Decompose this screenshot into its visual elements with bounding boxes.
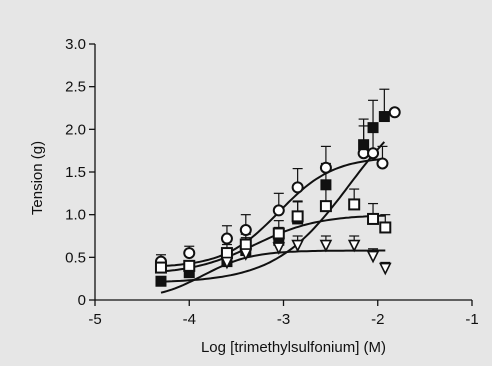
data-markers xyxy=(154,106,401,287)
data-point-open-square xyxy=(319,200,332,213)
data-point-circle xyxy=(319,161,332,174)
data-point-circle xyxy=(388,106,401,119)
y-tick-label: 1.5 xyxy=(65,164,86,181)
y-tick-label: 0.5 xyxy=(65,249,86,266)
data-point-triangle xyxy=(239,248,253,261)
axes: 0 0.5 1.0 1.5 2.0 2.5 3.0 -5 -4 -3 -2 -1 xyxy=(65,36,479,328)
y-tick-label: 1.0 xyxy=(65,207,86,224)
y-tick-label: 3.0 xyxy=(65,36,86,53)
x-axis-label: Log [trimethylsulfonium] (M) xyxy=(201,339,386,356)
data-point-filled-square xyxy=(155,275,167,287)
data-point-open-square xyxy=(239,238,252,251)
x-tick-label: -5 xyxy=(88,311,101,328)
y-tick-label: 2.0 xyxy=(65,121,86,138)
data-point-triangle xyxy=(272,242,286,255)
data-point-open-square xyxy=(379,221,392,234)
y-tick-label: 0 xyxy=(78,292,86,309)
x-tick-label: -4 xyxy=(183,311,196,328)
fit-curve-series-1 xyxy=(160,141,386,283)
data-point-filled-square xyxy=(378,111,390,123)
y-axis-label: Tension (g) xyxy=(29,141,46,215)
x-tick-label: -2 xyxy=(371,311,384,328)
data-point-triangle xyxy=(366,250,380,264)
data-point-circle xyxy=(239,224,252,237)
x-tick-label: -3 xyxy=(277,311,290,328)
data-point-triangle xyxy=(220,256,234,270)
data-point-open-square xyxy=(220,247,233,260)
data-point-circle xyxy=(272,204,285,217)
data-point-triangle xyxy=(378,262,392,276)
data-point-filled-square xyxy=(358,139,370,151)
fit-curve-series-4 xyxy=(160,249,386,294)
data-point-open-square xyxy=(291,210,304,223)
data-point-open-square xyxy=(272,227,285,240)
x-tick-label: -1 xyxy=(465,311,478,328)
fit-curve-series-0 xyxy=(160,158,383,268)
data-point-open-square xyxy=(367,212,380,225)
data-point-circle xyxy=(367,147,380,160)
data-point-open-square xyxy=(183,259,196,272)
data-point-circle xyxy=(183,247,196,260)
data-point-filled-square xyxy=(367,122,379,134)
data-point-circle xyxy=(376,157,389,170)
data-point-triangle xyxy=(319,239,333,253)
data-point-open-square xyxy=(154,261,167,274)
data-point-filled-square xyxy=(320,179,332,191)
data-point-triangle xyxy=(291,239,304,253)
data-point-triangle xyxy=(347,239,361,253)
data-point-circle xyxy=(291,181,304,194)
data-point-circle xyxy=(220,232,233,245)
data-point-open-square xyxy=(348,198,361,211)
y-tick-label: 2.5 xyxy=(65,79,86,96)
